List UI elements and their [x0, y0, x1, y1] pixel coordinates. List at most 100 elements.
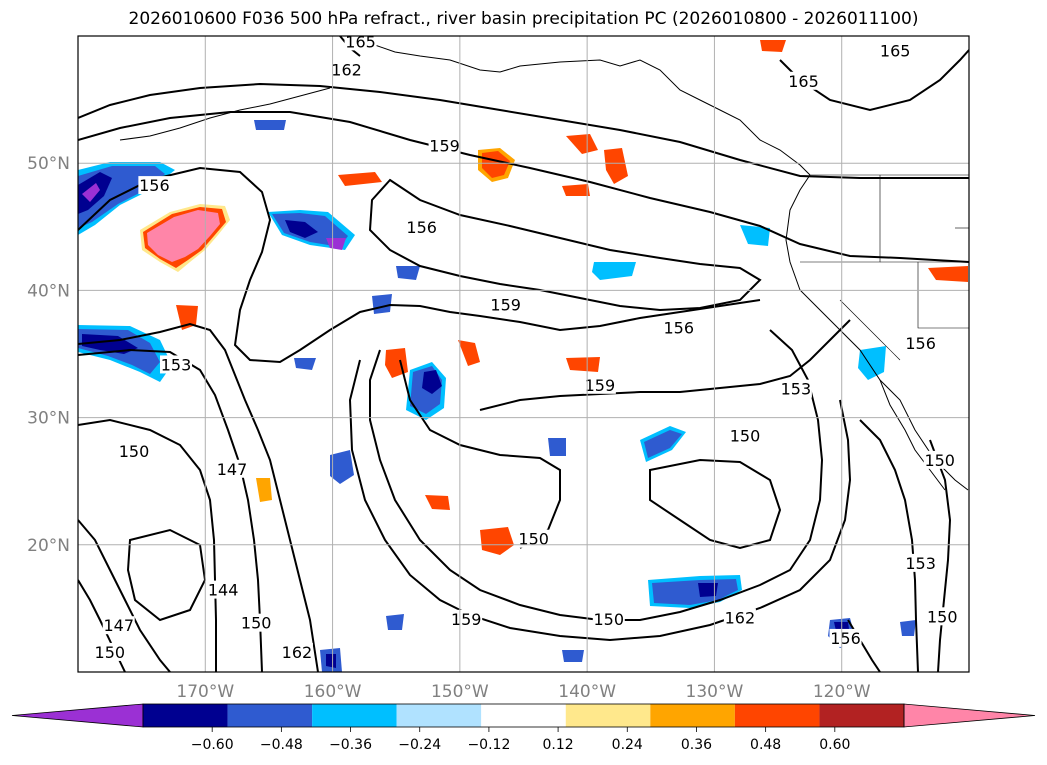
map-area: 165 165 165 162 159 156 156 159 156 153 159 153 156 1… [78, 36, 969, 672]
lon-tick-label: 150°W [431, 682, 489, 702]
contour-line [78, 519, 171, 672]
colorbar: −0.60 −0.48 −0.36 −0.24 −0.12 0.12 0.24 0.36 0.4… [11, 703, 1036, 753]
contour-line [399, 359, 561, 549]
contour-label-bg [450, 609, 483, 628]
contour-line [368, 178, 762, 312]
contour-label: 165 [880, 41, 911, 60]
precip-blob [644, 430, 682, 458]
border-state [917, 262, 969, 329]
colorbar-tick-label: −0.48 [260, 737, 303, 753]
border-state [839, 299, 901, 361]
precip-blob [147, 210, 220, 262]
contour-label-bg [93, 642, 126, 661]
gridlines [78, 36, 969, 672]
colorbar-segment [481, 704, 566, 727]
coastline-baja [879, 379, 946, 491]
colorbar-segment [396, 704, 482, 727]
contour-label-bg [344, 36, 377, 51]
lon-tick-label: 120°W [813, 682, 871, 702]
contour-label-bg [428, 136, 461, 155]
contour-line [859, 419, 919, 672]
colorbar-tick-label: −0.12 [467, 737, 510, 753]
contour-label-bg [583, 375, 616, 394]
colorbar-segment [734, 704, 820, 727]
precip-blob [285, 220, 318, 238]
contour-label-bg [926, 607, 959, 626]
contour-label: 153 [905, 554, 936, 573]
precip-blob [480, 527, 514, 555]
colorbar-tick-label: 0.36 [681, 737, 712, 753]
contour-label-bg [923, 450, 956, 469]
contour-label: 159 [451, 610, 482, 629]
contour-label: 159 [429, 137, 460, 156]
map-title: 2026010600 F036 500 hPa refract., river … [128, 9, 919, 29]
lat-tick-label: 40°N [27, 281, 70, 301]
lon-tick-label: 170°W [176, 682, 234, 702]
precip-blob [928, 266, 968, 282]
contour-line [78, 111, 969, 263]
refractivity-contours [78, 36, 969, 672]
contour-label: 150 [594, 610, 625, 629]
contour-label-bg [662, 318, 695, 337]
contour-label: 156 [139, 176, 170, 195]
contour-label-bg [160, 355, 193, 374]
precip-blob [385, 348, 408, 378]
contour-label: 150 [924, 451, 955, 470]
contour-label-bg [138, 176, 171, 195]
precip-blob [562, 650, 584, 662]
contour-label-bg [207, 580, 240, 599]
colorbar-tick-label: −0.24 [398, 737, 441, 753]
colorbar-segment [227, 704, 313, 727]
precip-blob [592, 262, 636, 280]
contour-label-bg [330, 60, 363, 79]
colorbar-tick-label: −0.36 [329, 737, 372, 753]
contour-label-bg [280, 642, 313, 661]
lat-tick-label: 50°N [27, 154, 70, 174]
precip-blob [256, 478, 272, 502]
colorbar-extend-high [903, 703, 1036, 728]
contour-label-bg [829, 628, 862, 647]
colorbar-extend-low [11, 703, 144, 728]
contour-label: 156 [905, 334, 936, 353]
contour-label: 162 [282, 643, 313, 662]
precip-blob [566, 134, 598, 154]
contour-label-bg [592, 609, 625, 628]
lat-tick-label: 30°N [27, 409, 70, 429]
colorbar-tick-label: −0.60 [191, 737, 234, 753]
precip-blob [548, 438, 566, 456]
contour-label: 150 [95, 643, 126, 662]
map-frame [77, 35, 970, 673]
contour-label: 150 [927, 607, 958, 626]
contour-label: 165 [788, 72, 819, 91]
precip-blob [422, 370, 442, 394]
contour-line [479, 319, 851, 411]
precip-blob [330, 450, 354, 484]
colorbar-outline [142, 703, 905, 728]
contour-line [649, 458, 782, 550]
colorbar-segment [650, 704, 735, 727]
precip-blob [566, 357, 600, 372]
contour-label-bg [879, 41, 912, 60]
coastline-alaska [359, 36, 811, 176]
contour-label-bg [779, 379, 812, 398]
contour-label-bg [240, 613, 273, 632]
colorbar-tick-label: 0.60 [819, 737, 850, 753]
lat-tick-label: 20°N [27, 536, 70, 556]
political-borders [800, 174, 969, 361]
precip-blob [82, 334, 138, 354]
contour-line [78, 322, 319, 672]
contour-label: 159 [490, 296, 521, 315]
precip-blob [760, 40, 786, 52]
precip-blob [900, 620, 916, 636]
contour-label: 153 [161, 355, 192, 374]
contour-label: 147 [217, 460, 248, 479]
precip-blob [458, 340, 480, 366]
precip-blob [858, 346, 886, 380]
precip-blob [338, 172, 382, 186]
precip-blob [372, 294, 392, 314]
contour-line [78, 82, 969, 179]
colorbar-segment [143, 704, 228, 727]
contour-label: 150 [241, 614, 272, 633]
lon-tick-label: 130°W [686, 682, 744, 702]
